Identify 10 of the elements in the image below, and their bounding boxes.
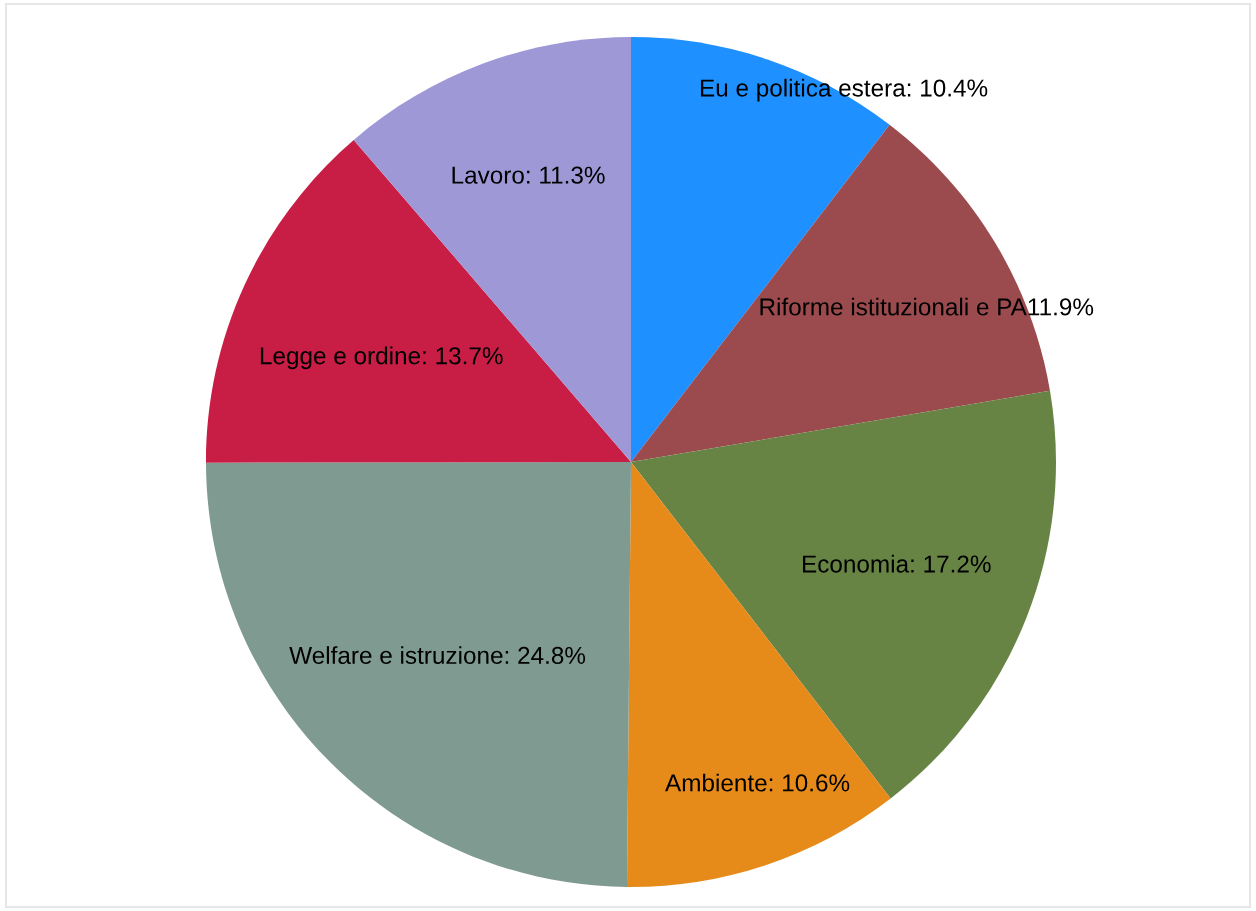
slice-label: Eu e politica estera: 10.4%: [700, 78, 988, 102]
pie-slice: [206, 139, 631, 463]
slice-label: Legge e ordine: 13.7%: [260, 346, 503, 370]
pie-slice: [353, 37, 631, 462]
slice-label: Ambiente: 10.6%: [665, 773, 850, 792]
slice-label: Economia: 17.2%: [802, 554, 991, 573]
pie-slice: [631, 390, 1056, 799]
slice-label: Welfare e istruzione: 24.8%: [289, 646, 586, 665]
slice-label: Lavoro: 11.3%: [452, 166, 605, 184]
pie-slice: [206, 462, 631, 887]
